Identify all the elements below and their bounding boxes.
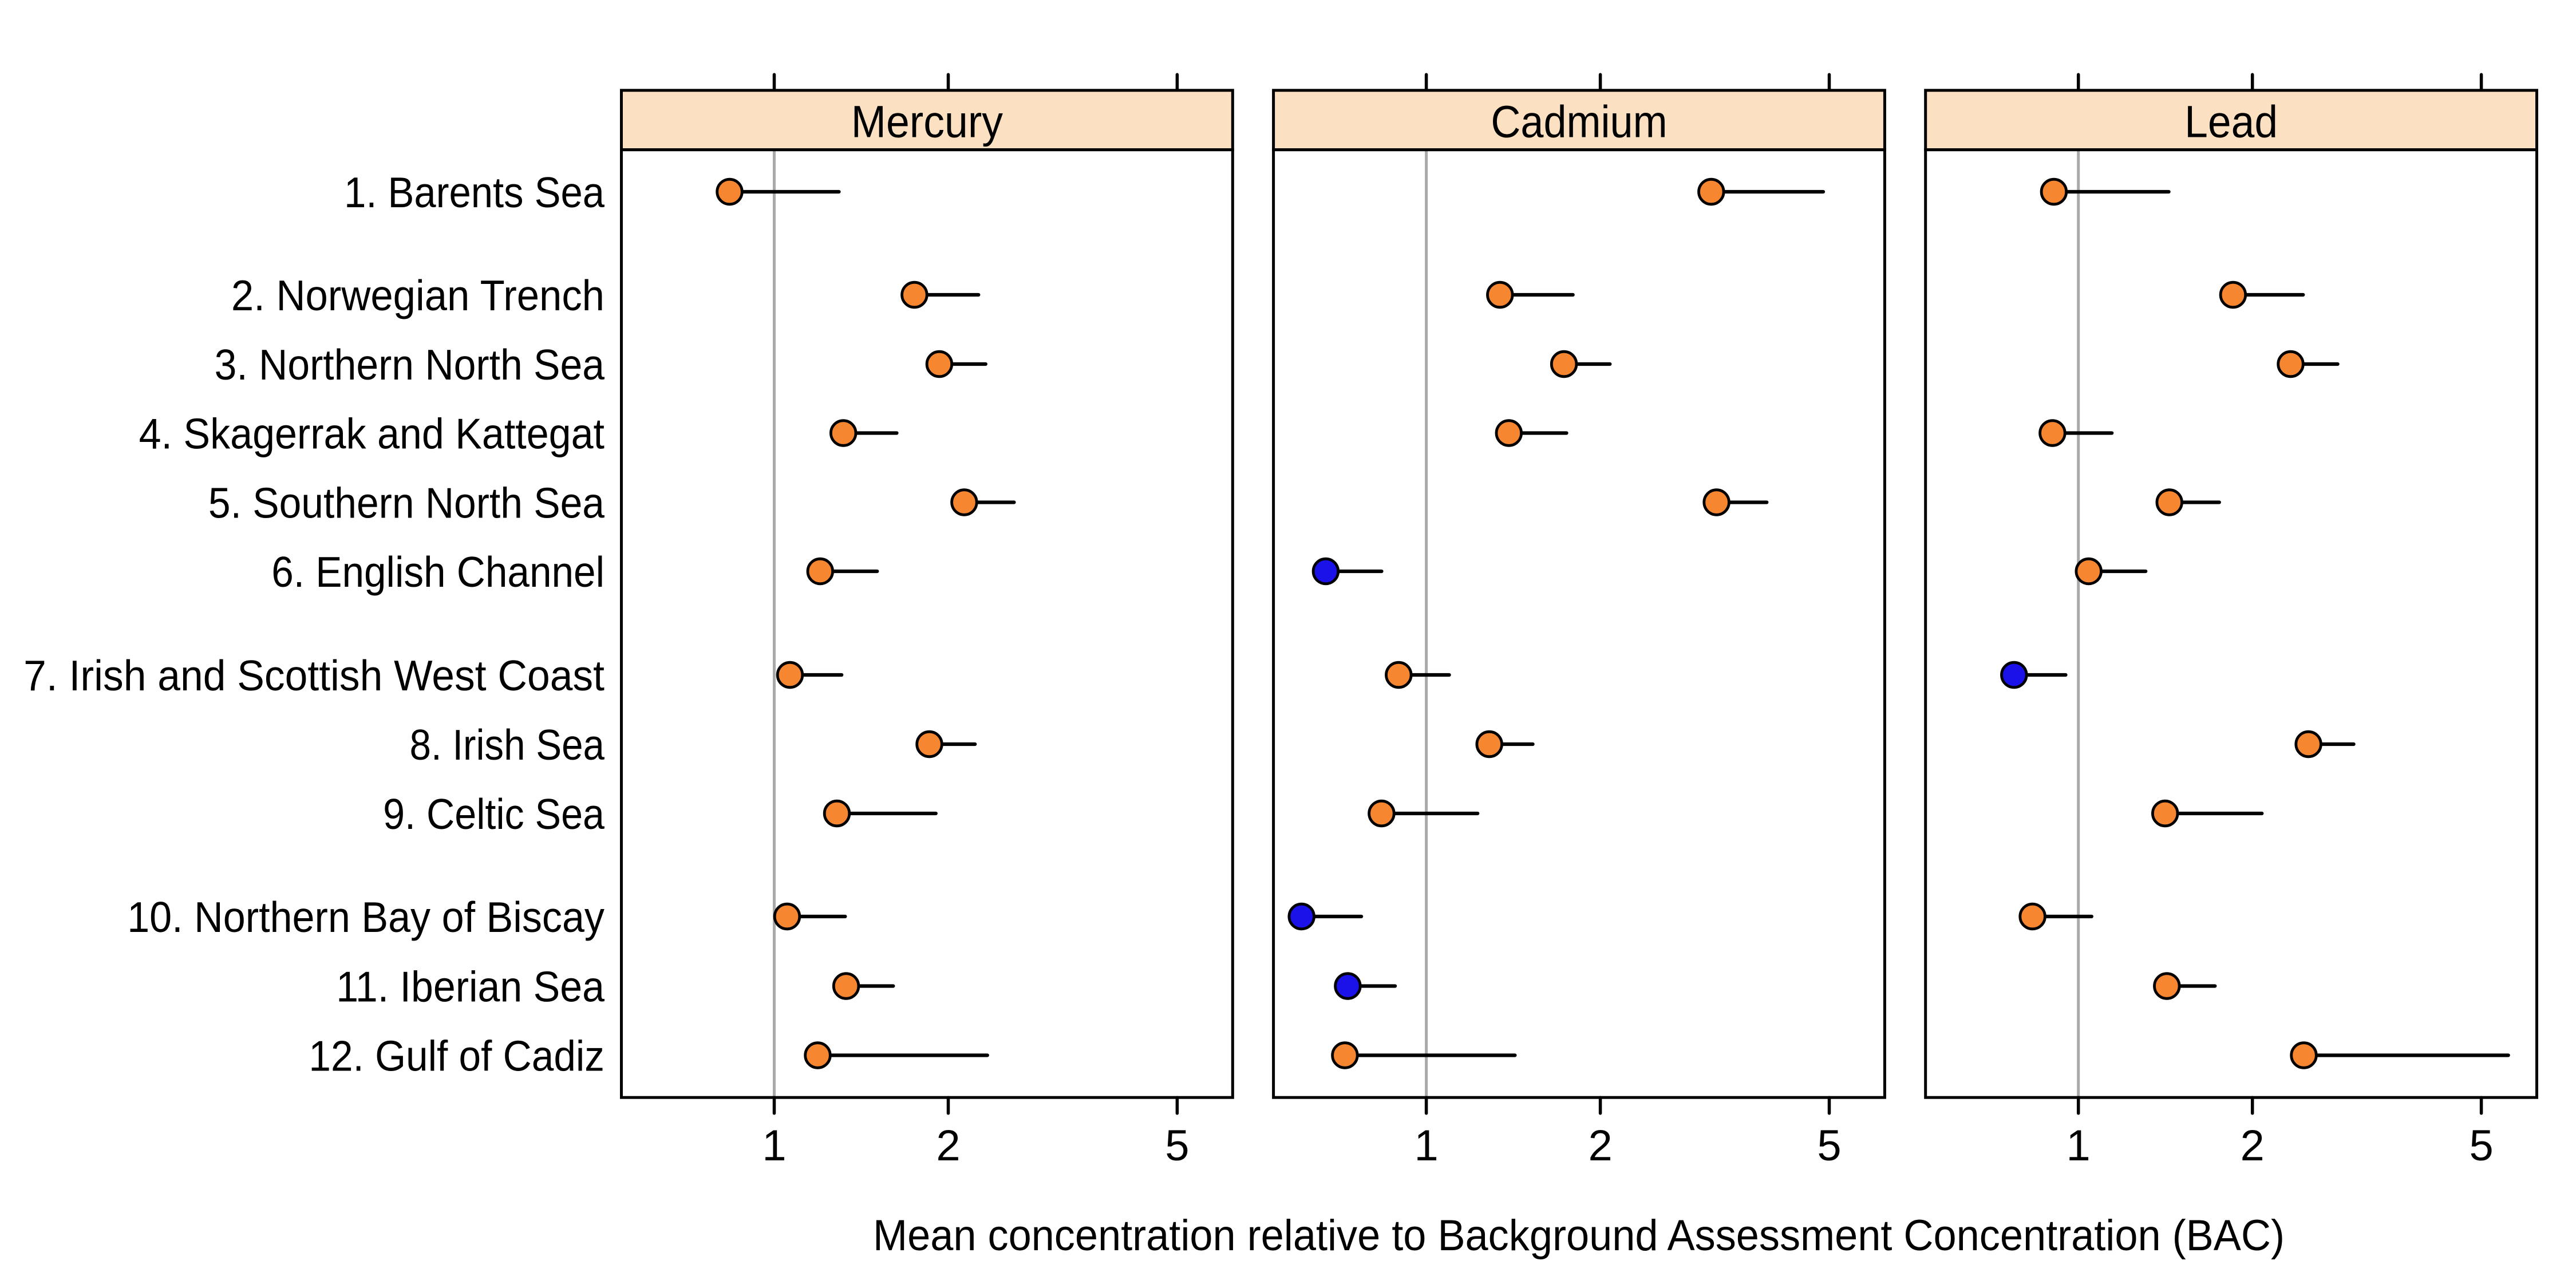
svg-text:2. Norwegian Trench: 2. Norwegian Trench xyxy=(231,271,605,319)
svg-text:9. Celtic Sea: 9. Celtic Sea xyxy=(383,790,605,838)
svg-text:1. Barents Sea: 1. Barents Sea xyxy=(344,168,605,216)
svg-text:1: 1 xyxy=(2067,1121,2091,1170)
svg-text:3. Northern North Sea: 3. Northern North Sea xyxy=(215,341,605,389)
svg-text:2: 2 xyxy=(936,1121,960,1170)
svg-text:Mean concentration relative to: Mean concentration relative to Backgroun… xyxy=(873,1211,2285,1260)
svg-text:5: 5 xyxy=(1817,1121,1841,1170)
svg-text:12. Gulf of Cadiz: 12. Gulf of Cadiz xyxy=(309,1032,605,1080)
svg-text:2: 2 xyxy=(2241,1121,2265,1170)
svg-text:Cadmium: Cadmium xyxy=(1491,97,1667,147)
svg-text:10. Northern Bay of Biscay: 10. Northern Bay of Biscay xyxy=(127,893,605,941)
svg-text:7. Irish and Scottish West Coa: 7. Irish and Scottish West Coast xyxy=(23,651,605,700)
svg-text:2: 2 xyxy=(1588,1121,1612,1170)
svg-text:5. Southern North Sea: 5. Southern North Sea xyxy=(208,479,605,527)
svg-text:1: 1 xyxy=(762,1121,786,1170)
svg-text:4. Skagerrak and Kattegat: 4. Skagerrak and Kattegat xyxy=(139,409,605,457)
svg-text:5: 5 xyxy=(1165,1121,1189,1170)
svg-text:Lead: Lead xyxy=(2184,97,2278,147)
svg-text:Mercury: Mercury xyxy=(851,97,1003,147)
svg-text:6. English Channel: 6. English Channel xyxy=(271,548,605,596)
svg-text:5: 5 xyxy=(2469,1121,2493,1170)
svg-text:8. Irish Sea: 8. Irish Sea xyxy=(410,721,605,769)
svg-text:1: 1 xyxy=(1414,1121,1438,1170)
svg-text:11. Iberian Sea: 11. Iberian Sea xyxy=(336,962,605,1010)
